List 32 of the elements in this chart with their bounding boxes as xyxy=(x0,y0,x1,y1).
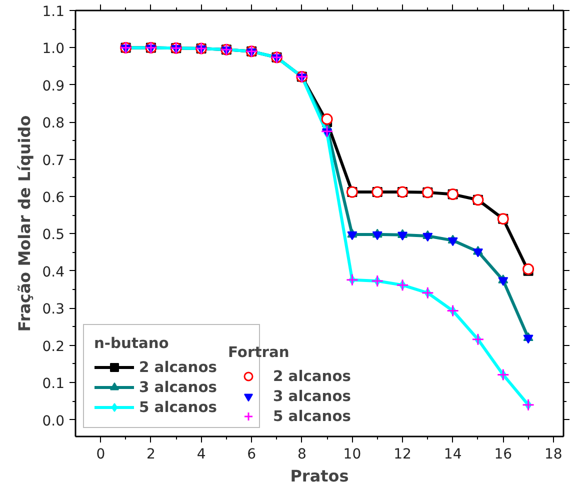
y-tick-label: 0.8 xyxy=(42,116,64,132)
y-tick-label: 0.7 xyxy=(42,152,64,169)
x-tick-label: 18 xyxy=(544,446,562,462)
legend-label: 2 alcanos xyxy=(273,368,352,384)
legend-label: 3 alcanos xyxy=(139,378,218,396)
x-tick-label: 10 xyxy=(343,446,362,462)
legend-label: 5 alcanos xyxy=(273,408,352,424)
x-tick-label: 4 xyxy=(196,446,206,462)
y-tick-label: 1.0 xyxy=(42,41,64,58)
x-tick-label: 14 xyxy=(444,446,462,462)
y-tick-label: 0.3 xyxy=(42,302,64,318)
y-tick-label: 0.9 xyxy=(42,78,64,94)
legend-label: 5 alcanos xyxy=(139,398,218,416)
y-axis-title: Fração Molar de Líquido xyxy=(15,115,34,332)
legend-title: n-butano xyxy=(94,335,169,352)
x-tick-label: 16 xyxy=(494,446,512,462)
y-tick-label: 1.1 xyxy=(42,4,64,20)
y-tick-label: 0.0 xyxy=(42,413,64,430)
annotation: Fortran xyxy=(228,344,290,361)
x-tick-label: 12 xyxy=(394,446,412,462)
x-tick-label: 0 xyxy=(96,446,106,462)
y-tick-label: 0.2 xyxy=(42,338,64,355)
x-axis-title: Pratos xyxy=(290,466,349,486)
y-tick-label: 0.4 xyxy=(42,264,65,280)
y-tick-label: 0.6 xyxy=(42,190,65,206)
y-tick-label: 0.5 xyxy=(42,227,64,244)
x-tick-label: 2 xyxy=(146,446,156,462)
legend-label: 3 alcanos xyxy=(273,388,352,404)
y-tick-label: 0.1 xyxy=(42,376,64,392)
x-tick-label: 8 xyxy=(297,446,306,462)
legend-label: 2 alcanos xyxy=(139,358,218,376)
x-tick-label: 6 xyxy=(247,446,256,462)
